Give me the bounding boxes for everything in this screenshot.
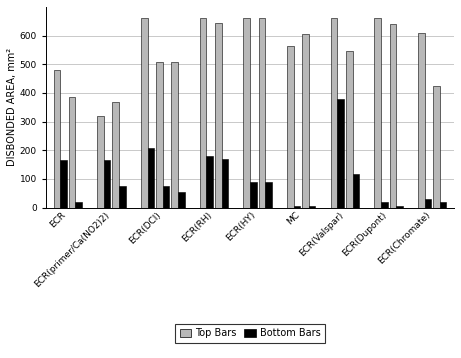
Bar (53, 70, 60, 208)
Bar (141, 18, 148, 208)
Bar (60, 160, 67, 208)
Bar (259, 18, 265, 208)
Bar (337, 99, 344, 208)
Bar (294, 206, 300, 208)
Bar (396, 206, 403, 208)
Bar (381, 202, 388, 208)
Bar (425, 199, 431, 208)
Bar (302, 34, 309, 208)
Bar (171, 62, 178, 208)
Bar (390, 24, 396, 208)
Bar (112, 102, 119, 208)
Bar (433, 86, 440, 208)
Bar (346, 52, 353, 208)
Bar (69, 97, 76, 208)
Bar (148, 148, 154, 208)
Bar (200, 18, 207, 208)
Bar (440, 203, 446, 208)
Bar (156, 62, 163, 208)
Bar (163, 186, 169, 208)
Bar (250, 182, 257, 208)
Bar (222, 159, 228, 208)
Bar (265, 182, 272, 208)
Bar (374, 18, 381, 208)
Legend: Top Bars, Bottom Bars: Top Bars, Bottom Bars (175, 324, 325, 343)
Bar (119, 186, 126, 208)
Y-axis label: DISBONDED AREA, mm²: DISBONDED AREA, mm² (7, 48, 17, 166)
Bar (178, 192, 184, 208)
Bar (331, 18, 337, 208)
Bar (418, 33, 425, 208)
Bar (76, 202, 82, 208)
Bar (215, 23, 222, 208)
Bar (207, 156, 213, 208)
Bar (309, 206, 315, 208)
Bar (287, 46, 294, 208)
Bar (104, 160, 111, 208)
Bar (353, 174, 359, 208)
Bar (243, 18, 250, 208)
Bar (97, 116, 104, 208)
